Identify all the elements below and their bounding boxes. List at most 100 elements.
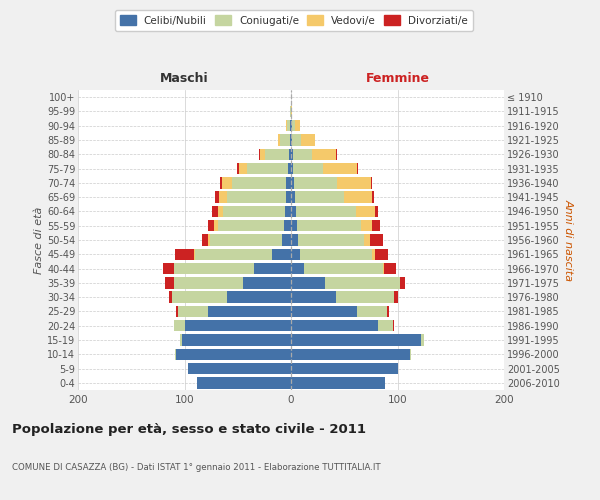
Bar [215,192,218,203]
Bar [182,334,291,345]
Text: Femmine: Femmine [365,72,430,85]
Bar [291,320,379,332]
Bar [291,192,295,203]
Bar [295,192,344,203]
Bar [286,177,291,188]
Bar [344,192,372,203]
Bar [291,120,292,132]
Bar [291,334,421,345]
Bar [364,234,370,246]
Bar [290,106,291,117]
Bar [337,177,371,188]
Bar [278,134,280,145]
Y-axis label: Fasce di età: Fasce di età [34,206,44,274]
Legend: Celibi/Nubili, Coniugati/e, Vedovi/e, Divorziati/e: Celibi/Nubili, Coniugati/e, Vedovi/e, Di… [115,10,473,31]
Bar [166,277,174,288]
Bar [357,306,387,317]
Bar [292,120,295,132]
Bar [260,148,265,160]
Bar [291,177,294,188]
Bar [291,263,304,274]
Text: Maschi: Maschi [160,72,209,85]
Bar [180,334,182,345]
Bar [289,148,291,160]
Bar [176,306,178,317]
Bar [169,292,172,303]
Bar [178,306,208,317]
Bar [336,148,337,160]
Bar [208,234,210,246]
Bar [220,177,222,188]
Bar [298,234,364,246]
Bar [210,234,283,246]
Bar [296,206,356,217]
Bar [283,234,291,246]
Bar [291,148,293,160]
Bar [356,206,375,217]
Bar [361,220,372,232]
Bar [218,192,227,203]
Bar [227,192,286,203]
Bar [290,120,291,132]
Bar [254,263,291,274]
Bar [336,292,394,303]
Bar [387,306,389,317]
Bar [400,277,405,288]
Bar [227,292,291,303]
Bar [202,234,208,246]
Bar [372,192,374,203]
Bar [272,248,291,260]
Bar [293,148,313,160]
Bar [323,163,357,174]
Bar [421,334,424,345]
Bar [163,263,174,274]
Bar [290,134,291,145]
Bar [265,148,289,160]
Bar [174,277,243,288]
Bar [291,277,325,288]
Bar [292,134,301,145]
Bar [287,120,290,132]
Y-axis label: Anni di nascita: Anni di nascita [563,199,574,281]
Bar [393,320,394,332]
Bar [175,248,194,260]
Bar [208,220,214,232]
Bar [375,206,379,217]
Bar [280,134,290,145]
Bar [313,148,336,160]
Bar [176,348,291,360]
Bar [375,248,388,260]
Bar [195,248,272,260]
Bar [357,163,358,174]
Bar [197,377,291,388]
Bar [301,134,316,145]
Bar [247,163,288,174]
Bar [239,163,247,174]
Bar [291,348,410,360]
Bar [291,363,398,374]
Bar [394,292,398,303]
Bar [174,320,185,332]
Bar [214,220,218,232]
Bar [299,248,372,260]
Bar [372,220,380,232]
Bar [383,263,397,274]
Bar [291,106,292,117]
Bar [284,206,291,217]
Bar [188,363,291,374]
Bar [291,134,292,145]
Bar [291,306,357,317]
Bar [291,377,385,388]
Bar [294,177,337,188]
Bar [295,120,299,132]
Bar [372,248,375,260]
Bar [223,206,284,217]
Bar [174,263,254,274]
Bar [410,348,412,360]
Bar [208,306,291,317]
Bar [259,148,260,160]
Bar [286,120,287,132]
Text: Popolazione per età, sesso e stato civile - 2011: Popolazione per età, sesso e stato civil… [12,422,366,436]
Bar [291,163,293,174]
Bar [293,163,323,174]
